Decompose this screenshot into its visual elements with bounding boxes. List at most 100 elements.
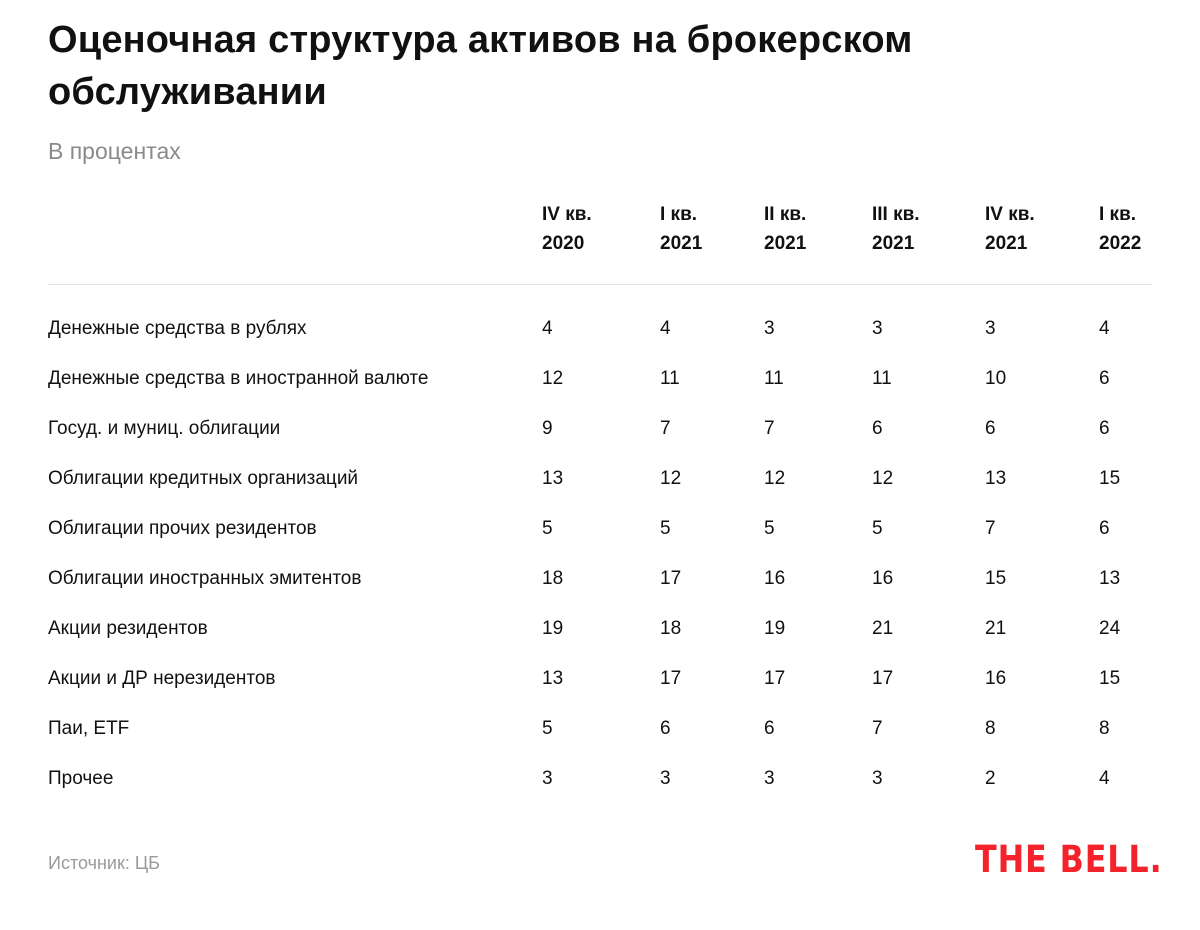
- table-cell: 21: [872, 618, 894, 639]
- table-cell: 13: [1099, 568, 1121, 589]
- table-cell: 6: [1099, 418, 1110, 439]
- table-cell: 11: [872, 368, 892, 389]
- column-header-line1: I кв.: [1099, 204, 1137, 225]
- table-cell: 4: [1099, 768, 1110, 789]
- table-cell: 2: [985, 768, 996, 789]
- table-cell: 4: [1099, 318, 1110, 339]
- table-cell: 19: [542, 618, 564, 639]
- table-cell: 5: [660, 518, 671, 539]
- table-cell: 7: [660, 418, 671, 439]
- table-cell: 8: [985, 718, 996, 739]
- table-cell: 13: [985, 468, 1007, 489]
- row-label: Акции и ДР нерезидентов: [48, 668, 276, 689]
- table-cell: 7: [872, 718, 883, 739]
- table-cell: 18: [542, 568, 564, 589]
- table-cell: 4: [660, 318, 671, 339]
- table-row: Прочее 3 3 3 3 2 4: [0, 768, 1200, 798]
- table-row: Денежные средства в рублях 4 4 3 3 3 4: [0, 318, 1200, 348]
- table-cell: 4: [542, 318, 553, 339]
- column-header-line2: 2021: [660, 233, 703, 254]
- table-cell: 8: [1099, 718, 1110, 739]
- row-label: Денежные средства в иностранной валюте: [48, 368, 429, 389]
- column-header-line2: 2021: [985, 233, 1028, 254]
- column-header-line2: 2022: [1099, 233, 1142, 254]
- row-label: Прочее: [48, 768, 114, 789]
- the-bell-logo: THE BELL.: [975, 838, 1163, 881]
- column-header-line2: 2020: [542, 233, 585, 254]
- table-cell: 6: [985, 418, 996, 439]
- table-cell: 7: [764, 418, 775, 439]
- column-header-line1: III кв.: [872, 204, 920, 225]
- row-label: Облигации иностранных эмитентов: [48, 568, 362, 589]
- table-cell: 17: [660, 568, 682, 589]
- column-header: I кв. 2021: [660, 200, 702, 258]
- table-row: Паи, ETF 5 6 6 7 8 8: [0, 718, 1200, 748]
- table-cell: 10: [985, 368, 1007, 389]
- table-cell: 9: [542, 418, 553, 439]
- column-header-line1: IV кв.: [542, 204, 592, 225]
- table-row: Облигации прочих резидентов 5 5 5 5 7 6: [0, 518, 1200, 548]
- table-cell: 6: [872, 418, 883, 439]
- table-cell: 7: [985, 518, 996, 539]
- table-cell: 16: [764, 568, 786, 589]
- table-cell: 5: [542, 718, 553, 739]
- table-cell: 3: [872, 318, 883, 339]
- row-label: Облигации прочих резидентов: [48, 518, 317, 539]
- row-label: Госуд. и муниц. облигации: [48, 418, 281, 439]
- table-cell: 5: [764, 518, 775, 539]
- column-header-line1: IV кв.: [985, 204, 1035, 225]
- table-row: Акции и ДР нерезидентов 13 17 17 17 16 15: [0, 668, 1200, 698]
- table-cell: 6: [1099, 518, 1110, 539]
- table-cell: 15: [1099, 468, 1121, 489]
- table-row: Госуд. и муниц. облигации 9 7 7 6 6 6: [0, 418, 1200, 448]
- table-cell: 3: [764, 768, 775, 789]
- table-cell: 21: [985, 618, 1007, 639]
- column-header: I кв. 2022: [1099, 200, 1141, 258]
- table-cell: 12: [872, 468, 894, 489]
- table-cell: 15: [985, 568, 1007, 589]
- column-header-line2: 2021: [872, 233, 915, 254]
- table-cell: 11: [764, 368, 784, 389]
- table-cell: 5: [542, 518, 553, 539]
- table-row: Облигации кредитных организаций 13 12 12 12 1…: [0, 468, 1200, 498]
- table-cell: 13: [542, 668, 564, 689]
- table-cell: 18: [660, 618, 682, 639]
- table-row: Облигации иностранных эмитентов 18 17 16 16 1…: [0, 568, 1200, 598]
- header-divider: [48, 284, 1152, 285]
- row-label: Денежные средства в рублях: [48, 318, 307, 339]
- column-header-line1: II кв.: [764, 204, 807, 225]
- table-cell: 3: [985, 318, 996, 339]
- table-row: Акции резидентов 19 18 19 21 21 24: [0, 618, 1200, 648]
- column-header: IV кв. 2020: [542, 200, 592, 258]
- page-title: Оценочная структура активов на брокерско…: [48, 19, 913, 113]
- table-cell: 3: [764, 318, 775, 339]
- column-header: III кв. 2021: [872, 200, 920, 258]
- table-cell: 24: [1099, 618, 1121, 639]
- subtitle: В процентах: [48, 138, 181, 164]
- table-cell: 16: [872, 568, 894, 589]
- column-header: II кв. 2021: [764, 200, 806, 258]
- table-cell: 6: [660, 718, 671, 739]
- table-cell: 12: [542, 368, 564, 389]
- row-label: Облигации кредитных организаций: [48, 468, 359, 489]
- table-cell: 17: [764, 668, 786, 689]
- source-note: Источник: ЦБ: [48, 853, 160, 873]
- table-cell: 5: [872, 518, 883, 539]
- table-cell: 3: [660, 768, 671, 789]
- table-cell: 12: [660, 468, 682, 489]
- table-cell: 15: [1099, 668, 1121, 689]
- column-header-line2: 2021: [764, 233, 807, 254]
- table-cell: 11: [660, 368, 680, 389]
- table-cell: 3: [872, 768, 883, 789]
- column-header: IV кв. 2021: [985, 200, 1035, 258]
- table-row: Денежные средства в иностранной валюте 12…: [0, 368, 1200, 398]
- table-cell: 17: [872, 668, 894, 689]
- table-cell: 13: [542, 468, 564, 489]
- table-cell: 16: [985, 668, 1007, 689]
- table-cell: 6: [764, 718, 775, 739]
- table-cell: 3: [542, 768, 553, 789]
- row-label: Акции резидентов: [48, 618, 208, 639]
- column-header-line1: I кв.: [660, 204, 698, 225]
- table-cell: 12: [764, 468, 786, 489]
- row-label: Паи, ETF: [48, 718, 130, 739]
